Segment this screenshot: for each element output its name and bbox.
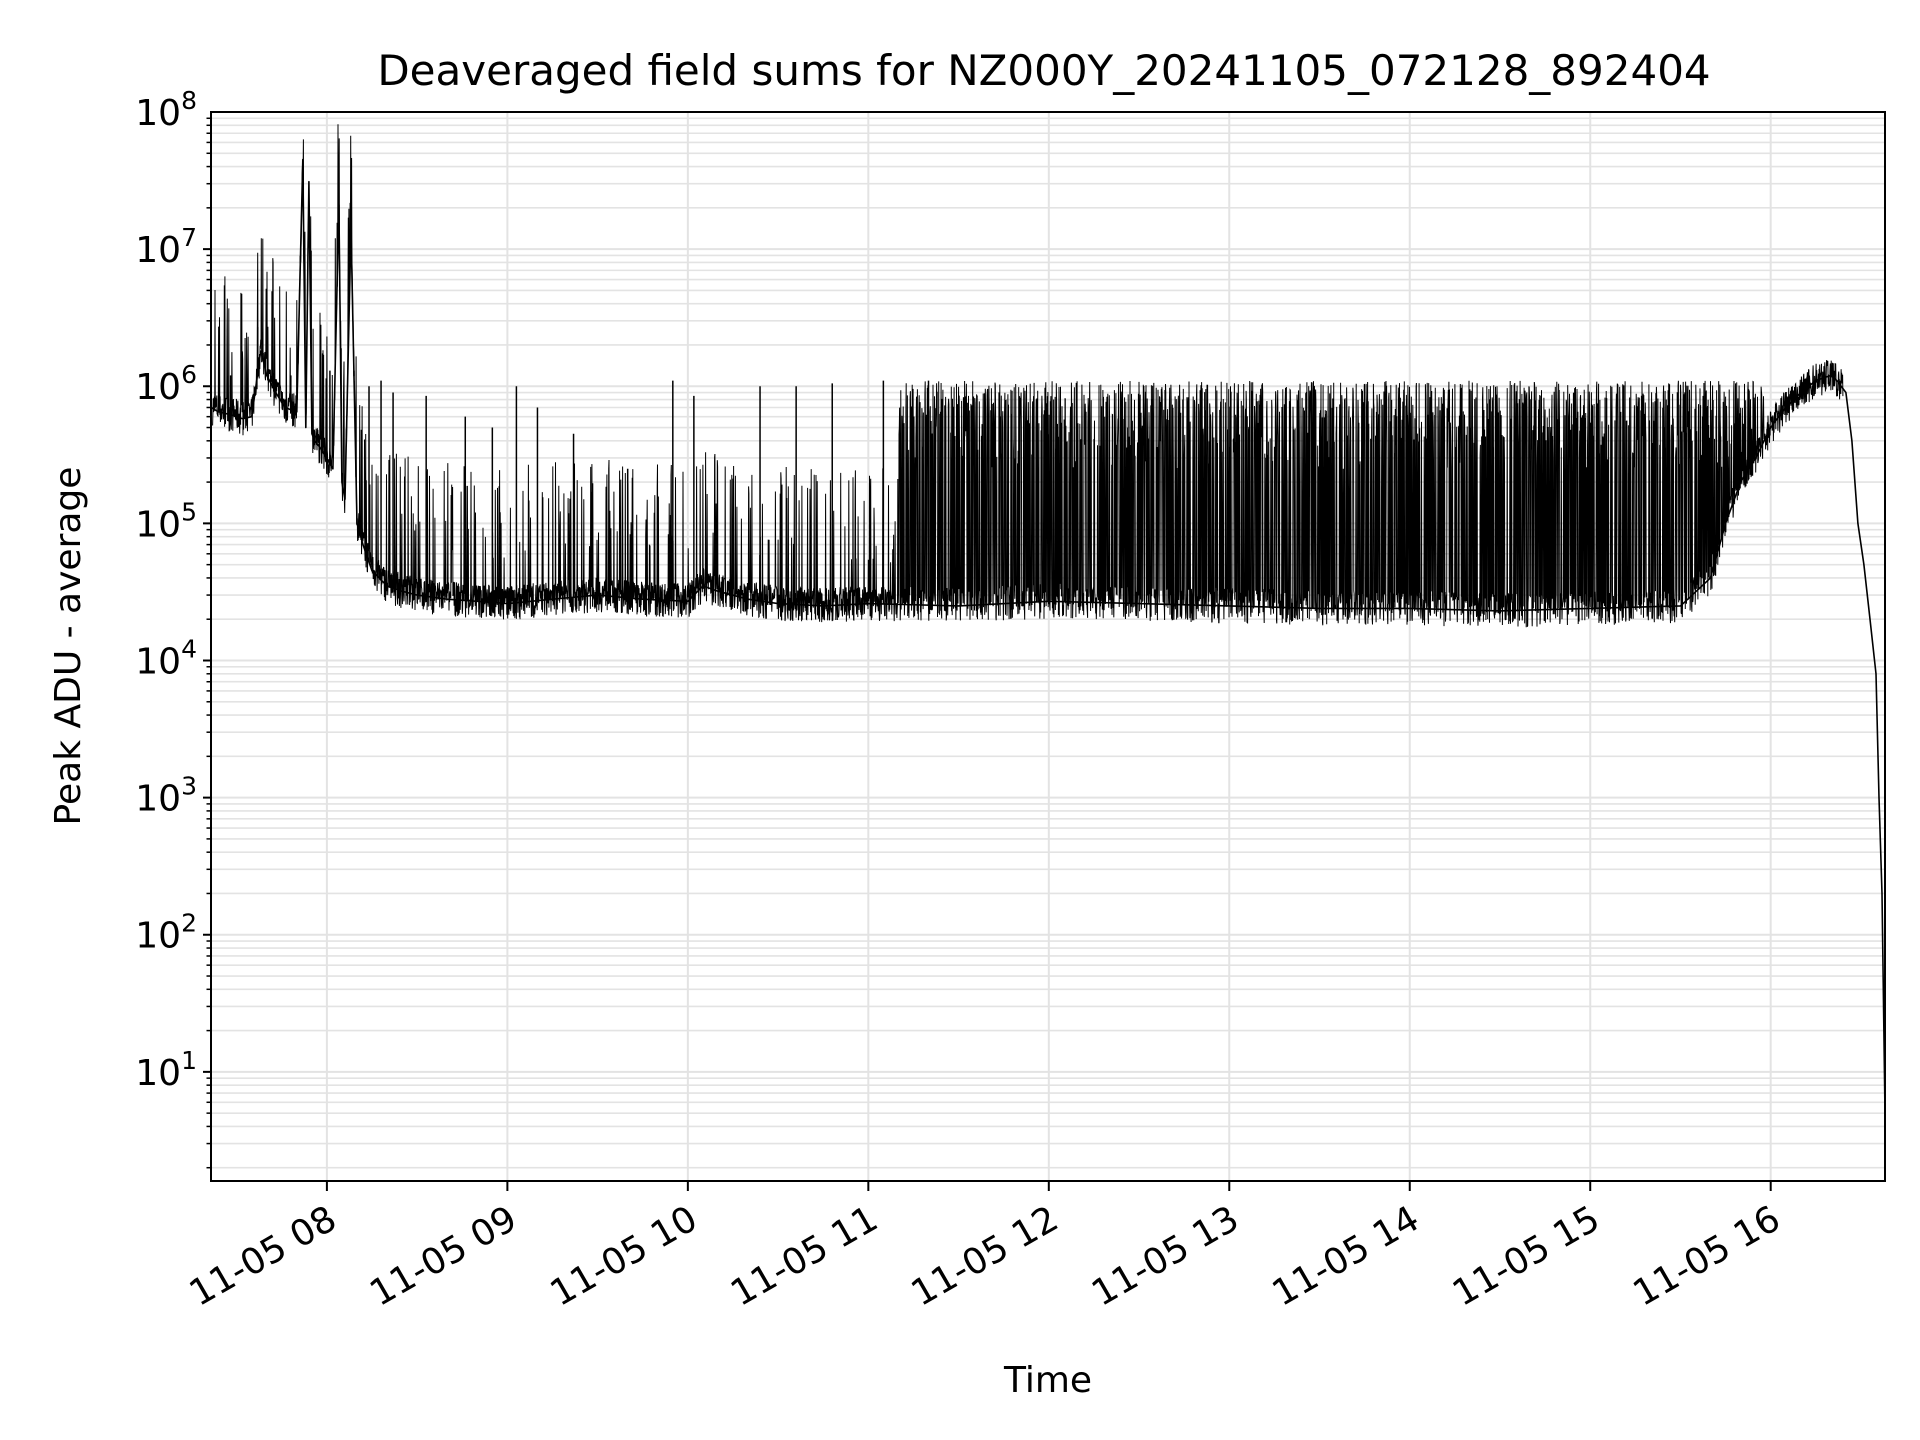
y-tick-label: 107 [135, 223, 197, 271]
chart-title: Deaveraged field sums for NZ000Y_2024110… [377, 46, 1710, 95]
y-tick-label: 103 [135, 772, 197, 820]
y-axis-label: Peak ADU - average [48, 467, 89, 826]
series-noise-band [212, 124, 1844, 628]
y-tick-label: 106 [135, 360, 197, 408]
x-axis-label: Time [1003, 1360, 1092, 1401]
y-tick-label: 102 [135, 909, 197, 957]
y-axis: 101 102 103 104 105 106 107 108 [135, 86, 211, 1169]
y-tick-label: 104 [135, 634, 197, 682]
data-layer [210, 124, 1886, 1114]
y-tick-label: 108 [135, 86, 197, 134]
grid-lines [211, 112, 1885, 1181]
y-tick-label: 105 [135, 497, 197, 545]
y-tick-label: 101 [135, 1046, 197, 1094]
